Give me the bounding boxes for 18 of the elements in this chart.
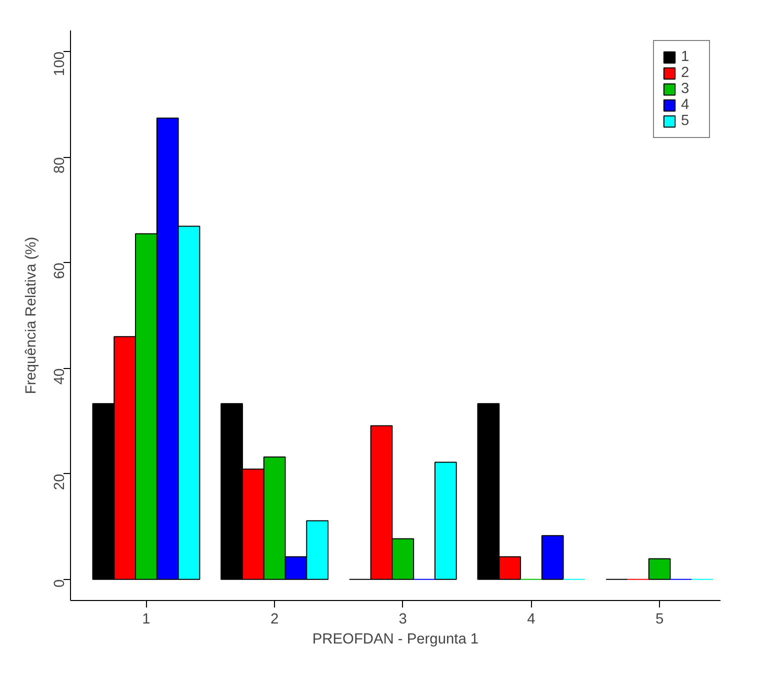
x-tick-label: 1 bbox=[142, 612, 150, 628]
y-tick-label: 80 bbox=[52, 157, 68, 174]
legend-label: 1 bbox=[681, 49, 690, 65]
y-tick-label: 40 bbox=[52, 368, 68, 385]
x-tick-label: 2 bbox=[270, 612, 279, 628]
legend-label: 2 bbox=[681, 65, 690, 81]
y-tick-label: 60 bbox=[52, 262, 68, 280]
legend-label: 4 bbox=[681, 97, 690, 113]
legend-label: 3 bbox=[681, 81, 690, 97]
legend-label: 5 bbox=[681, 113, 690, 129]
y-tick-label: 0 bbox=[52, 579, 68, 588]
y-tick-label: 20 bbox=[52, 474, 68, 490]
x-tick-label: 3 bbox=[398, 612, 407, 628]
x-tick-label: 4 bbox=[527, 612, 536, 628]
x-axis-title: PREOFDAN - Pergunta 1 bbox=[312, 632, 479, 648]
y-axis-title: Frequência Relativa (%) bbox=[24, 236, 40, 394]
y-tick-label: 100 bbox=[52, 52, 68, 76]
x-tick-label: 5 bbox=[655, 612, 664, 628]
